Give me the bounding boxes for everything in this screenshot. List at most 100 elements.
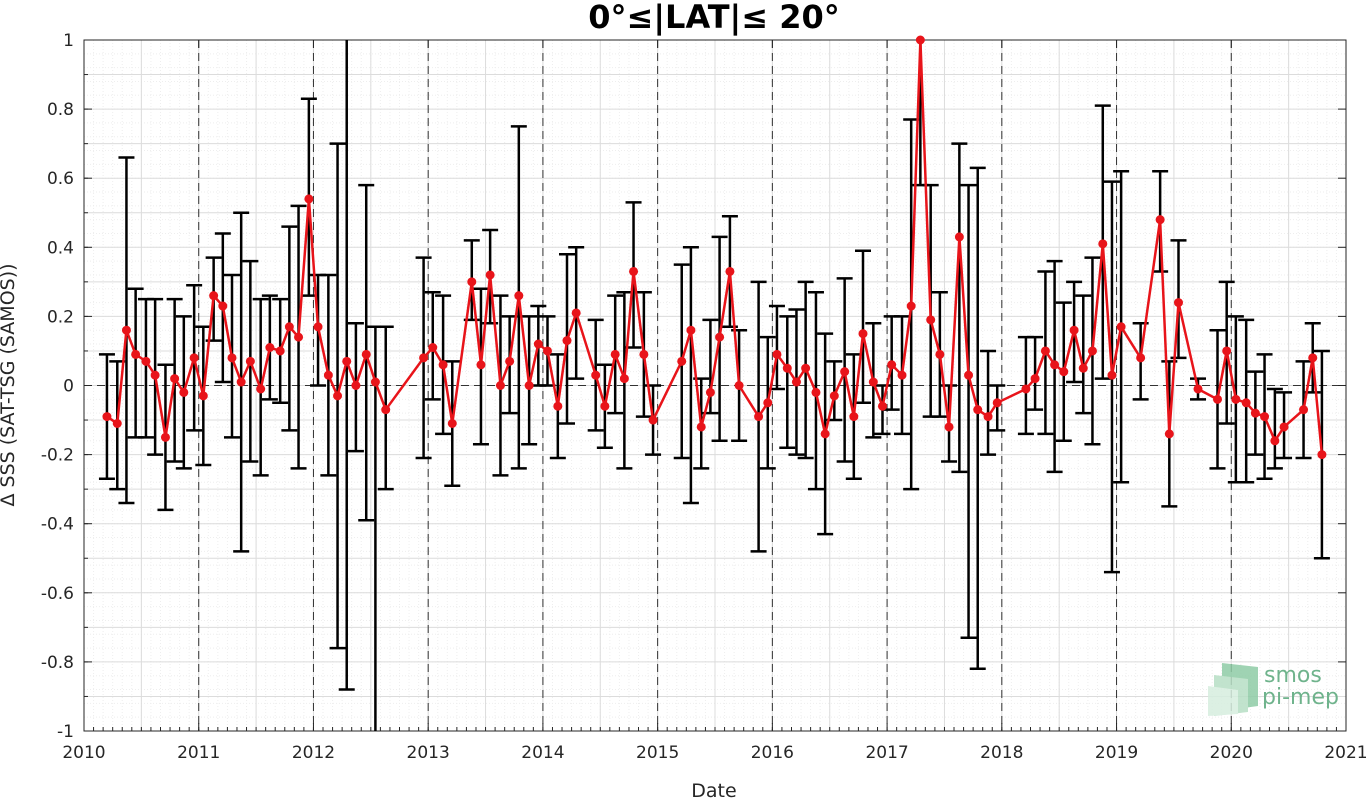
- data-point: [677, 356, 687, 366]
- data-point: [533, 339, 543, 349]
- data-point: [791, 377, 801, 387]
- data-point: [915, 35, 925, 45]
- data-point: [218, 301, 228, 311]
- data-point: [370, 377, 380, 387]
- data-point: [868, 377, 878, 387]
- data-point: [829, 391, 839, 401]
- data-point: [1241, 398, 1251, 408]
- y-tick-label: 1: [63, 31, 74, 51]
- data-point: [189, 353, 199, 363]
- data-point: [1299, 405, 1309, 415]
- logo-line-2: pi-mep: [1262, 685, 1339, 710]
- data-point: [265, 342, 275, 352]
- data-point: [467, 277, 477, 287]
- error-bar: [682, 246, 699, 505]
- data-point: [553, 401, 563, 411]
- data-point: [571, 308, 581, 318]
- data-point: [992, 398, 1002, 408]
- data-point: [227, 353, 237, 363]
- data-point: [524, 381, 534, 390]
- data-point: [1155, 215, 1165, 225]
- x-tick-label: 2010: [62, 743, 105, 763]
- data-point: [1213, 394, 1223, 404]
- data-point: [1040, 346, 1050, 356]
- data-point: [973, 405, 983, 415]
- data-point: [1107, 370, 1117, 380]
- data-point: [562, 336, 572, 346]
- error-bar: [1266, 387, 1283, 470]
- data-point: [858, 329, 868, 339]
- data-point: [801, 363, 811, 373]
- data-point: [1231, 394, 1241, 404]
- data-point: [619, 374, 629, 384]
- data-point: [542, 346, 552, 356]
- data-point: [715, 332, 725, 342]
- data-point: [1317, 450, 1327, 460]
- logo-emblem: [1208, 663, 1258, 716]
- x-tick-label: 2017: [865, 743, 908, 763]
- data-point: [1116, 322, 1126, 332]
- data-point: [926, 315, 936, 325]
- data-point: [381, 405, 391, 415]
- data-point: [485, 270, 495, 280]
- data-point: [495, 381, 505, 390]
- data-point: [763, 398, 773, 408]
- error-bar: [367, 325, 384, 731]
- data-point: [313, 322, 323, 332]
- y-tick-label: 0.4: [47, 238, 74, 258]
- data-point: [1173, 298, 1183, 308]
- error-bar: [768, 304, 785, 391]
- data-point: [160, 432, 170, 442]
- data-point: [275, 346, 285, 356]
- data-point: [600, 401, 610, 411]
- data-point: [840, 367, 850, 377]
- data-point: [447, 419, 457, 429]
- x-tick-label: 2013: [407, 743, 450, 763]
- data-point: [639, 349, 649, 359]
- data-point: [754, 412, 764, 422]
- data-point: [121, 325, 131, 335]
- x-axis-label: Date: [691, 780, 736, 799]
- data-point: [1021, 384, 1031, 394]
- data-point: [1308, 353, 1318, 363]
- data-point: [1279, 422, 1289, 432]
- data-point: [1193, 384, 1203, 394]
- data-point: [591, 370, 601, 380]
- data-point: [696, 422, 706, 432]
- data-point: [438, 360, 448, 370]
- data-point: [361, 349, 371, 359]
- data-point: [906, 301, 916, 311]
- data-point: [428, 342, 438, 352]
- data-point: [284, 322, 294, 332]
- data-point: [686, 325, 696, 335]
- data-point: [1069, 325, 1079, 335]
- data-point: [141, 356, 151, 366]
- error-bar: [779, 315, 796, 449]
- data-point: [1087, 346, 1097, 356]
- data-point: [944, 422, 954, 432]
- data-point: [476, 360, 486, 370]
- data-point: [256, 384, 266, 394]
- y-axis-label: Δ SSS (SAT-TSG (SAMOS)): [0, 263, 19, 506]
- error-bar: [826, 360, 843, 422]
- x-tick-label: 2019: [1095, 743, 1138, 763]
- y-tick-label: -0.8: [41, 653, 74, 673]
- data-point: [112, 419, 122, 429]
- data-point: [1030, 374, 1040, 384]
- data-point: [811, 387, 821, 397]
- data-point: [1059, 367, 1069, 377]
- data-point: [304, 194, 314, 204]
- data-point: [198, 391, 208, 401]
- error-bar: [980, 349, 997, 456]
- data-point: [725, 266, 735, 276]
- data-point: [878, 401, 888, 411]
- data-point: [323, 370, 333, 380]
- error-bar: [951, 142, 968, 474]
- y-tick-label: -0.4: [41, 515, 74, 535]
- data-point: [131, 349, 141, 359]
- data-point: [849, 412, 859, 422]
- data-point: [897, 370, 907, 380]
- data-point: [102, 412, 112, 422]
- data-point: [245, 356, 255, 366]
